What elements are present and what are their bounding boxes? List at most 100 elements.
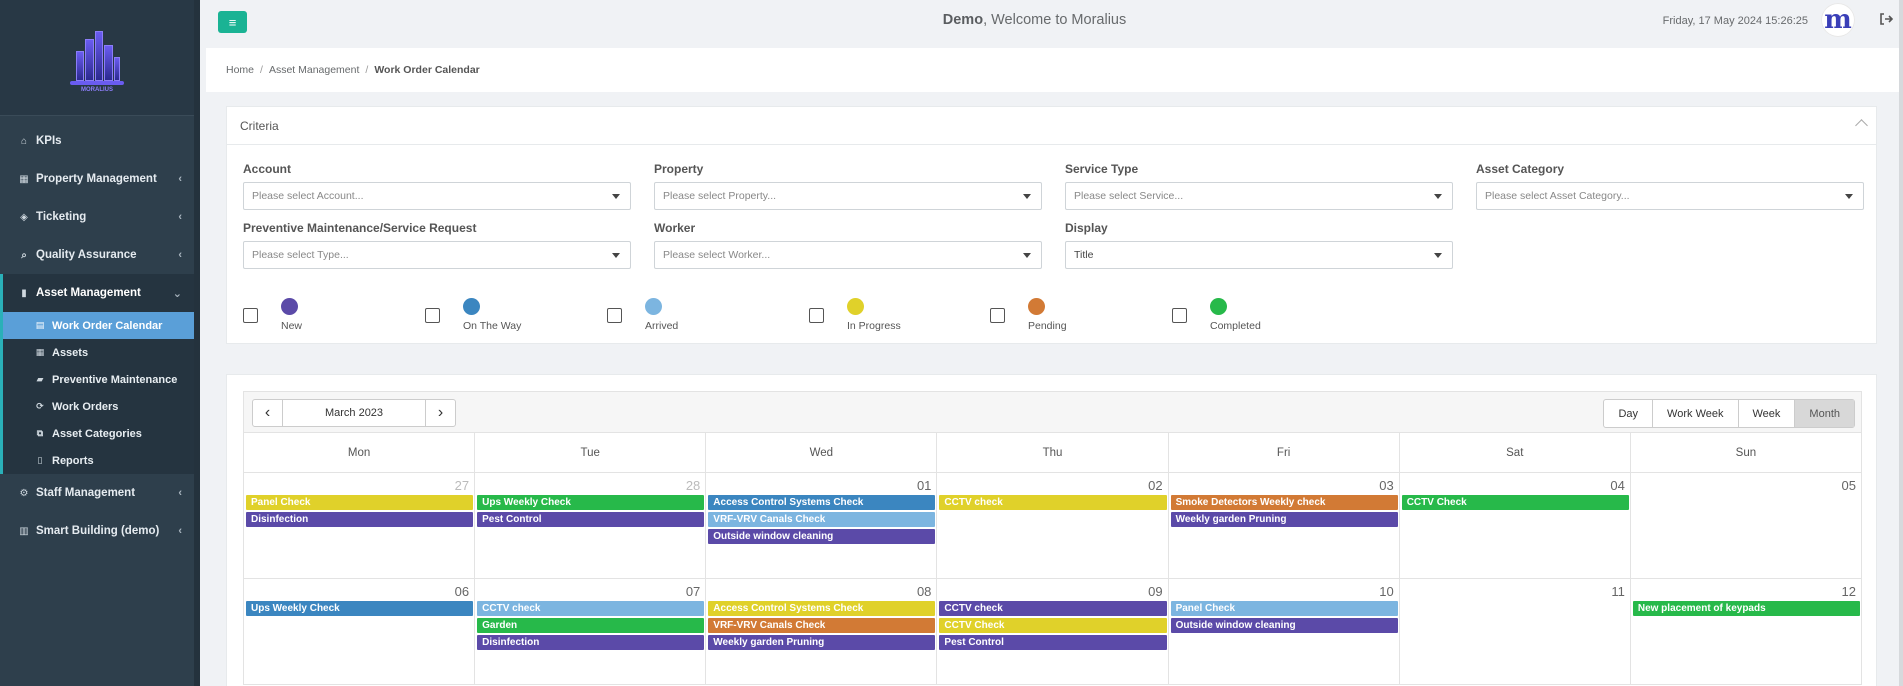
service-type-select[interactable]: Please select Service...	[1065, 182, 1453, 210]
calendar-event[interactable]: Weekly garden Pruning	[708, 635, 936, 650]
view-month-button[interactable]: Month	[1794, 400, 1854, 427]
calendar-event[interactable]: New placement of keypads	[1632, 601, 1860, 616]
sidebar-item-staff-management[interactable]: ⚙ Staff Management ‹	[0, 474, 194, 512]
status-checkbox[interactable]	[1172, 308, 1187, 323]
day-header-thu: Thu	[937, 433, 1169, 472]
calendar-day-cell[interactable]: 09 CCTV check CCTV Check Pest Control	[937, 579, 1169, 684]
calendar-event[interactable]: Panel Check	[1170, 601, 1398, 616]
sidebar-item-asset-management[interactable]: ▮ Asset Management ⌄	[0, 274, 194, 312]
calendar-event[interactable]: CCTV Check	[939, 618, 1167, 633]
calendar-day-cell[interactable]: 02 CCTV check	[937, 473, 1169, 578]
page-scrollbar[interactable]	[1899, 0, 1903, 686]
chart-icon: ▥	[19, 525, 29, 537]
chevron-left-icon: ‹	[178, 249, 182, 261]
status-checkbox[interactable]	[990, 308, 1005, 323]
display-label: Display	[1065, 221, 1108, 235]
calendar-event[interactable]: Ups Weekly Check	[477, 495, 705, 510]
calendar-event[interactable]: CCTV check	[939, 495, 1167, 510]
status-color-dot	[463, 298, 480, 315]
chevron-down-icon: ⌄	[172, 287, 182, 300]
calendar-event[interactable]: Disinfection	[246, 512, 474, 527]
calendar-event[interactable]: CCTV check	[939, 601, 1167, 616]
account-select[interactable]: Please select Account...	[243, 182, 631, 210]
chevron-left-icon: ‹	[178, 487, 182, 499]
calendar-day-cell[interactable]: 10 Panel Check Outside window cleaning	[1169, 579, 1400, 684]
day-header-wed: Wed	[706, 433, 938, 472]
calendar-event[interactable]: VRF-VRV Canals Check	[708, 512, 936, 527]
calendar-day-cell[interactable]: 11	[1400, 579, 1631, 684]
hamburger-button[interactable]: ≡	[218, 11, 247, 33]
sidebar-subitem-label: Preventive Maintenance	[52, 373, 178, 386]
breadcrumb-home[interactable]: Home	[226, 64, 255, 76]
calendar-day-cell[interactable]: 12 New placement of keypads	[1631, 579, 1862, 684]
display-select[interactable]: Title	[1065, 241, 1453, 269]
chevron-up-icon[interactable]	[1855, 119, 1868, 132]
view-work-week-button[interactable]: Work Week	[1652, 400, 1737, 427]
view-day-button[interactable]: Day	[1618, 407, 1639, 420]
calendar-event[interactable]: Outside window cleaning	[708, 529, 936, 544]
day-number: 28	[685, 478, 701, 493]
criteria-header[interactable]: Criteria	[227, 107, 1876, 145]
next-month-button[interactable]: ›	[426, 400, 455, 426]
calendar-event[interactable]: Access Control Systems Check	[708, 601, 936, 616]
type-select[interactable]: Please select Type...	[243, 241, 631, 269]
status-checkbox[interactable]	[607, 308, 622, 323]
day-number: 05	[1841, 478, 1856, 493]
sidebar-subitem-reports[interactable]: ▯ Reports	[3, 447, 194, 474]
calendar-event[interactable]: CCTV Check	[1401, 495, 1629, 510]
logout-icon[interactable]	[1879, 12, 1894, 26]
view-week-button[interactable]: Week	[1737, 400, 1795, 427]
status-color-dot	[847, 298, 864, 315]
status-checkbox[interactable]	[425, 308, 440, 323]
calendar-event[interactable]: Smoke Detectors Weekly check	[1170, 495, 1398, 510]
prev-month-button[interactable]: ‹	[253, 400, 282, 426]
status-checkbox[interactable]	[809, 308, 824, 323]
sidebar-item-property-management[interactable]: ▦ Property Management ‹	[0, 160, 194, 198]
company-logo[interactable]: MORALIUS	[66, 27, 128, 93]
calendar-event[interactable]: Disinfection	[477, 635, 705, 650]
calendar-day-cell[interactable]: 03 Smoke Detectors Weekly check Weekly gar…	[1169, 473, 1400, 578]
sidebar-item-smart-building-demo[interactable]: ▥ Smart Building (demo) ‹	[0, 512, 194, 550]
calendar-event[interactable]: VRF-VRV Canals Check	[708, 618, 936, 633]
day-events: Ups Weekly Check Pest Control	[477, 495, 705, 529]
sidebar-item-kpis[interactable]: ⌂ KPIs	[0, 122, 194, 160]
calendar-day-cell[interactable]: 27 Panel Check Disinfection	[244, 473, 476, 578]
calendar-event[interactable]: Weekly garden Pruning	[1170, 512, 1398, 527]
top-header: ≡ Demo, Welcome to Moralius Friday, 17 M…	[206, 0, 1903, 40]
calendar-day-cell[interactable]: 08 Access Control Systems Check VRF-VRV Ca…	[706, 579, 938, 684]
calendar-event[interactable]: Ups Weekly Check	[246, 601, 474, 616]
worker-select[interactable]: Please select Worker...	[654, 241, 1042, 269]
status-checkbox[interactable]	[243, 308, 258, 323]
file-icon: ▮	[21, 287, 27, 299]
calendar-day-cell[interactable]: 04 CCTV Check	[1400, 473, 1631, 578]
calendar-day-cell[interactable]: 05	[1631, 473, 1862, 578]
day-events: Access Control Systems Check VRF-VRV Cana…	[708, 601, 936, 652]
calendar-event[interactable]: Pest Control	[939, 635, 1167, 650]
sidebar-subitem-preventive-maintenance[interactable]: ▰ Preventive Maintenance	[3, 366, 194, 393]
calendar-event[interactable]: Panel Check	[246, 495, 474, 510]
calendar-day-cell[interactable]: 06 Ups Weekly Check	[244, 579, 476, 684]
month-label[interactable]: March 2023	[282, 400, 426, 426]
calendar-day-cell[interactable]: 01 Access Control Systems Check VRF-VRV Ca…	[706, 473, 938, 578]
calendar-event[interactable]: Pest Control	[477, 512, 705, 527]
asset-category-select[interactable]: Please select Asset Category...	[1476, 182, 1864, 210]
calendar-event[interactable]: Access Control Systems Check	[708, 495, 936, 510]
avatar[interactable]: m	[1821, 3, 1855, 37]
calendar-event[interactable]: Outside window cleaning	[1170, 618, 1398, 633]
sidebar-item-quality-assurance[interactable]: ⌕ Quality Assurance ‹	[0, 236, 194, 274]
sidebar-subitem-asset-categories[interactable]: ⧉ Asset Categories	[3, 420, 194, 447]
calendar-day-cell[interactable]: 07 CCTV check Garden Disinfection	[475, 579, 707, 684]
sidebar-item-ticketing[interactable]: ◈ Ticketing ‹	[0, 198, 194, 236]
truck-icon: ▰	[36, 374, 44, 384]
sidebar-subitem-work-order-calendar[interactable]: ▤ Work Order Calendar	[3, 312, 194, 339]
status-label: Pending	[1028, 320, 1067, 332]
sidebar-subitem-work-orders[interactable]: ⟳ Work Orders	[3, 393, 194, 420]
calendar-event[interactable]: CCTV check	[477, 601, 705, 616]
sidebar-item-label: Quality Assurance	[36, 249, 137, 261]
calendar-event[interactable]: Garden	[477, 618, 705, 633]
property-select[interactable]: Please select Property...	[654, 182, 1042, 210]
calendar-day-cell[interactable]: 28 Ups Weekly Check Pest Control	[475, 473, 707, 578]
day-number: 01	[916, 478, 932, 493]
sidebar-subitem-assets[interactable]: ▦ Assets	[3, 339, 194, 366]
breadcrumb-asset-management[interactable]: Asset Management	[268, 64, 360, 76]
